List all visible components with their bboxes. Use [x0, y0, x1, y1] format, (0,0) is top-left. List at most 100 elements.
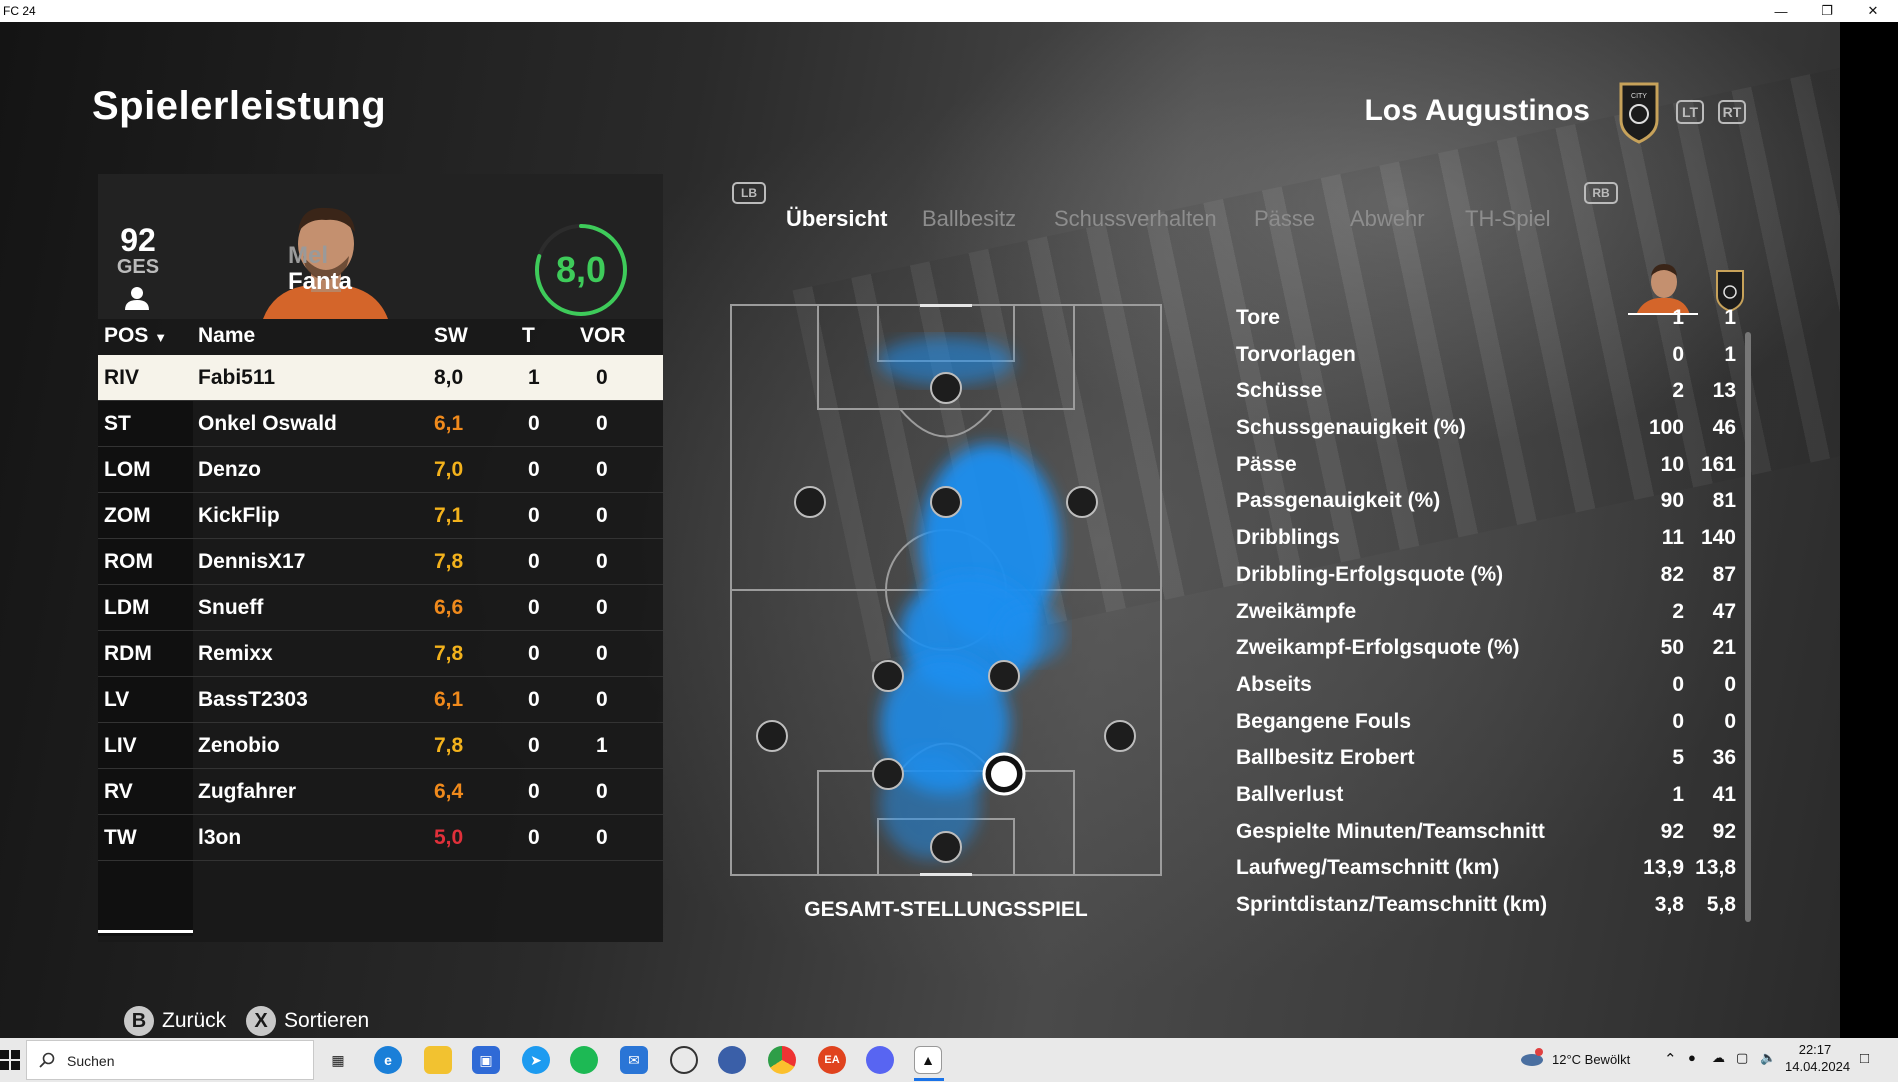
- edge-icon[interactable]: e: [374, 1046, 402, 1074]
- stat-team-value: 46: [1712, 416, 1736, 440]
- weather-text[interactable]: 12°C Bewölkt: [1552, 1052, 1631, 1067]
- row-name: DennisX17: [198, 550, 306, 573]
- stat-label: Laufweg/Teamschnitt (km): [1236, 856, 1500, 880]
- tab-4[interactable]: Abwehr: [1350, 206, 1425, 231]
- stat-team-value: 47: [1712, 599, 1736, 623]
- stat-team-value: 5,8: [1706, 893, 1736, 916]
- row-t: 0: [528, 504, 540, 527]
- stat-player-value: 92: [1660, 819, 1684, 843]
- stats-scrollbar[interactable]: [1745, 332, 1751, 922]
- rt-button[interactable]: RT: [1718, 100, 1746, 124]
- stat-label: Dribblings: [1236, 526, 1340, 550]
- telegram-icon[interactable]: ➤: [522, 1046, 550, 1074]
- notifications-icon[interactable]: □: [1860, 1050, 1870, 1067]
- network-icon[interactable]: ●: [1688, 1050, 1696, 1065]
- stat-label: Zweikämpfe: [1236, 599, 1357, 623]
- restore-icon[interactable]: ❐: [1821, 3, 1833, 18]
- column-header-vor[interactable]: VOR: [580, 324, 626, 347]
- back-button[interactable]: B Zurück: [124, 1006, 226, 1036]
- minimize-icon[interactable]: —: [1774, 3, 1788, 19]
- tab-3[interactable]: Pässe: [1254, 206, 1316, 231]
- column-header-pos[interactable]: POS ▼: [104, 324, 168, 347]
- display-icon[interactable]: ▢: [1736, 1050, 1749, 1065]
- stat-team-value: 92: [1712, 819, 1736, 843]
- row-sw: 6,4: [434, 780, 464, 803]
- row-pos: ZOM: [104, 504, 151, 527]
- stat-player-value: 0: [1672, 342, 1684, 366]
- player-ovr: 92: [120, 222, 156, 258]
- row-t: 0: [528, 458, 540, 481]
- clock-date: 14.04.2024: [1785, 1059, 1851, 1074]
- tab-2[interactable]: Schussverhalten: [1054, 206, 1217, 231]
- column-header-t[interactable]: T: [522, 324, 535, 347]
- table-row[interactable]: LDM Snueff 6,6 0 0: [98, 585, 663, 631]
- club-column-crest-icon: [1716, 270, 1744, 312]
- clock[interactable]: 22:17 14.04.2024: [1785, 1042, 1851, 1074]
- tab-1[interactable]: Ballbesitz: [922, 206, 1017, 231]
- stat-player-value: 10: [1660, 452, 1684, 476]
- spotify-icon[interactable]: [570, 1046, 598, 1074]
- stat-row: Schüsse 2 13: [1236, 373, 1736, 410]
- discord-icon[interactable]: [866, 1046, 894, 1074]
- row-sw: 8,0: [434, 366, 464, 389]
- table-row[interactable]: RDM Remixx 7,8 0 0: [98, 631, 663, 677]
- stat-label: Torvorlagen: [1236, 342, 1356, 366]
- table-row[interactable]: ST Onkel Oswald 6,1 0 0: [98, 401, 663, 447]
- table-row[interactable]: ROM DennisX17 7,8 0 0: [98, 539, 663, 585]
- ea-app-icon[interactable]: EA: [818, 1046, 846, 1074]
- task-view-icon[interactable]: ▦: [331, 1051, 345, 1068]
- tab-5[interactable]: TH-Spiel: [1465, 206, 1551, 231]
- stat-row: Pässe 10 161: [1236, 447, 1736, 484]
- table-row[interactable]: RV Zugfahrer 6,4 0 0: [98, 769, 663, 815]
- onedrive-icon[interactable]: ☁: [1712, 1050, 1725, 1065]
- taskbar-search[interactable]: Suchen: [26, 1040, 314, 1080]
- table-row[interactable]: RIV Fabi511 8,0 1 0: [98, 355, 663, 401]
- chrome-icon[interactable]: [768, 1046, 796, 1074]
- row-name: l3on: [198, 826, 242, 849]
- row-vor: 0: [596, 596, 608, 619]
- scroll-indicator: [98, 930, 193, 933]
- stat-row: Laufweg/Teamschnitt (km) 13,9 13,8: [1236, 850, 1736, 887]
- column-header-name[interactable]: Name: [198, 324, 256, 347]
- volume-icon[interactable]: 🔈: [1760, 1050, 1777, 1065]
- row-vor: 1: [596, 734, 608, 757]
- fc24-taskbar-icon[interactable]: ▲: [914, 1046, 942, 1074]
- row-name: Zenobio: [198, 734, 280, 757]
- search-icon: [39, 1052, 55, 1068]
- close-icon[interactable]: ✕: [1867, 3, 1879, 18]
- row-vor: 0: [596, 412, 608, 435]
- search-placeholder: Suchen: [67, 1053, 115, 1069]
- row-vor: 0: [596, 642, 608, 665]
- table-row[interactable]: TW l3on 5,0 0 0: [98, 815, 663, 861]
- row-t: 0: [528, 734, 540, 757]
- windows-start-icon[interactable]: [0, 1050, 20, 1070]
- rb-button[interactable]: RB: [1584, 182, 1618, 204]
- row-pos: ST: [104, 412, 131, 435]
- tray-chevron-icon[interactable]: ⌃: [1664, 1051, 1677, 1068]
- column-header-sw[interactable]: SW: [434, 324, 468, 347]
- stat-label: Gespielte Minuten/Teamschnitt: [1236, 819, 1545, 843]
- obs-icon[interactable]: [670, 1046, 698, 1074]
- store-icon[interactable]: ▣: [472, 1046, 500, 1074]
- page-title: Spielerleistung: [92, 84, 387, 128]
- table-row[interactable]: LIV Zenobio 7,8 0 1: [98, 723, 663, 769]
- row-t: 0: [528, 780, 540, 803]
- stat-label: Ballbesitz Erobert: [1236, 746, 1415, 770]
- table-row[interactable]: LOM Denzo 7,0 0 0: [98, 447, 663, 493]
- stat-row: Sprintdistanz/Teamschnitt (km) 3,8 5,8: [1236, 887, 1736, 924]
- tab-0[interactable]: Übersicht: [786, 206, 888, 231]
- row-name: BassT2303: [198, 688, 308, 711]
- table-row[interactable]: ZOM KickFlip 7,1 0 0: [98, 493, 663, 539]
- lb-button[interactable]: LB: [732, 182, 766, 204]
- stat-player-value: 11: [1661, 526, 1684, 550]
- sort-button[interactable]: X Sortieren: [246, 1006, 369, 1036]
- stat-row: Torvorlagen 0 1: [1236, 337, 1736, 374]
- table-row[interactable]: LV BassT2303 6,1 0 0: [98, 677, 663, 723]
- app-icon[interactable]: [718, 1046, 746, 1074]
- file-explorer-icon[interactable]: [424, 1046, 452, 1074]
- lt-button[interactable]: LT: [1676, 100, 1704, 124]
- row-sw: 7,8: [434, 642, 464, 665]
- stat-player-value: 1: [1672, 306, 1684, 329]
- mail-icon[interactable]: ✉: [620, 1046, 648, 1074]
- row-pos: RV: [104, 780, 133, 803]
